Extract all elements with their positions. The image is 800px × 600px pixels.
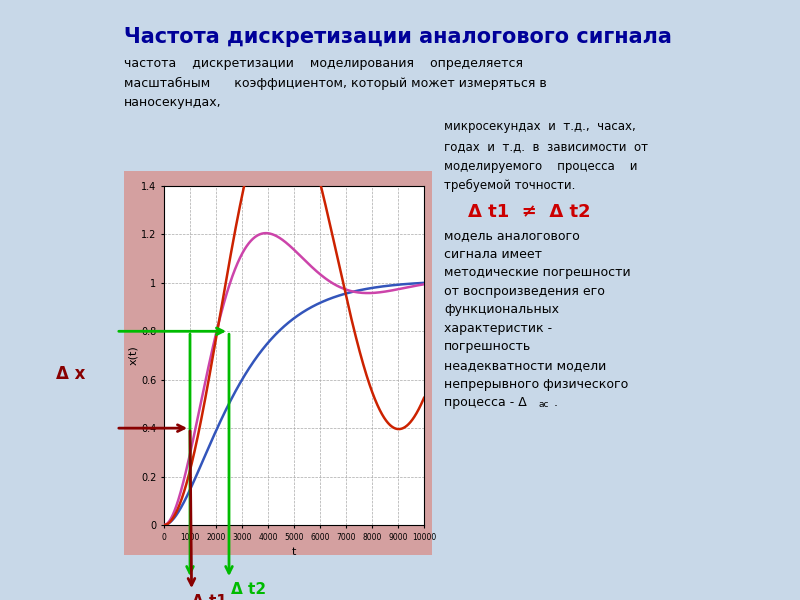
Text: непрерывного физического: непрерывного физического [444, 378, 628, 391]
Text: Частота дискретизации аналогового сигнала: Частота дискретизации аналогового сигнал… [124, 27, 672, 47]
Text: модель аналогового: модель аналогового [444, 229, 580, 242]
Text: годах  и  т.д.  в  зависимости  от: годах и т.д. в зависимости от [444, 140, 648, 153]
X-axis label: t: t [292, 547, 296, 557]
Text: микросекундах  и  т.д.,  часах,: микросекундах и т.д., часах, [444, 120, 636, 133]
Text: Δ x: Δ x [56, 365, 86, 383]
Text: требуемой точности.: требуемой точности. [444, 179, 575, 193]
Text: .: . [554, 396, 558, 409]
Text: от воспроизведения его: от воспроизведения его [444, 284, 605, 298]
Text: масштабным      коэффициентом, который может измеряться в: масштабным коэффициентом, который может … [124, 77, 546, 90]
Text: неадекватности модели: неадекватности модели [444, 359, 606, 372]
Text: сигнала имеет: сигнала имеет [444, 247, 542, 260]
Text: Δ t1: Δ t1 [193, 594, 227, 600]
Text: частота    дискретизации    моделирования    определяется: частота дискретизации моделирования опре… [124, 57, 523, 70]
Text: Δ t2: Δ t2 [231, 582, 266, 597]
Text: характеристик -: характеристик - [444, 322, 552, 335]
Text: моделируемого    процесса    и: моделируемого процесса и [444, 160, 638, 173]
Text: методические погрешности: методические погрешности [444, 266, 630, 279]
Text: погрешность: погрешность [444, 340, 531, 353]
Text: ac: ac [538, 400, 549, 409]
Text: процесса - Δ: процесса - Δ [444, 396, 526, 409]
Text: Δ t1  ≠  Δ t2: Δ t1 ≠ Δ t2 [468, 203, 590, 221]
Text: наносекундах,: наносекундах, [124, 96, 222, 109]
Y-axis label: x(t): x(t) [128, 346, 138, 365]
Text: функциональных: функциональных [444, 303, 559, 316]
